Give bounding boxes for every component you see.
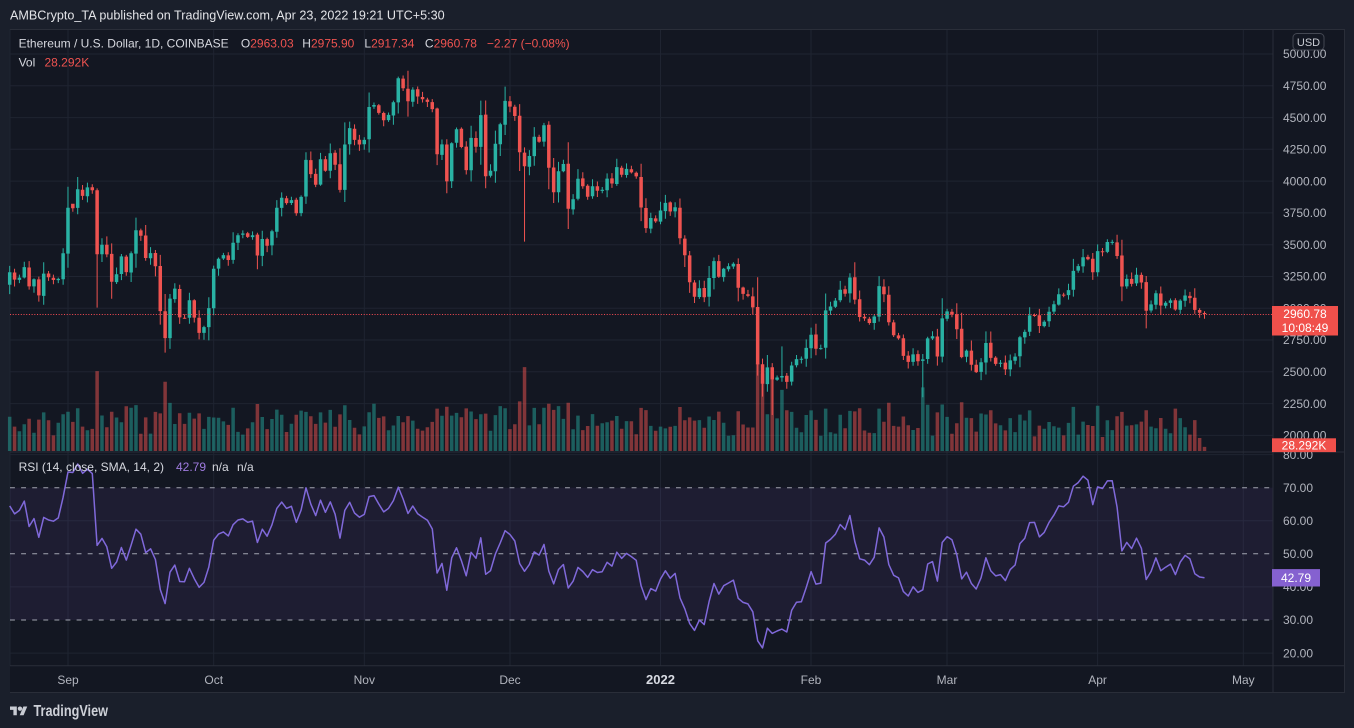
svg-text:H2975.90: H2975.90 (302, 37, 354, 51)
svg-text:C2960.78: C2960.78 (425, 37, 477, 51)
svg-text:42.79: 42.79 (1281, 571, 1311, 585)
svg-text:2250.00: 2250.00 (1283, 397, 1327, 411)
svg-text:Vol: Vol (19, 56, 36, 70)
svg-text:Feb: Feb (801, 673, 822, 687)
svg-text:28.292K: 28.292K (1282, 438, 1327, 452)
svg-text:Oct: Oct (204, 673, 223, 687)
svg-text:Mar: Mar (937, 673, 958, 687)
svg-text:10:08:49: 10:08:49 (1282, 321, 1329, 335)
svg-text:Nov: Nov (354, 673, 375, 687)
svg-text:4750.00: 4750.00 (1283, 79, 1327, 93)
svg-text:Ethereum / U.S. Dollar, 1D, CO: Ethereum / U.S. Dollar, 1D, COINBASE (19, 37, 229, 51)
svg-text:May: May (1232, 673, 1255, 687)
svg-text:Dec: Dec (499, 673, 520, 687)
svg-text:3750.00: 3750.00 (1283, 206, 1327, 220)
svg-text:n/a: n/a (237, 460, 254, 474)
svg-text:70.00: 70.00 (1283, 481, 1313, 495)
svg-text:RSI (14, close, SMA, 14, 2): RSI (14, close, SMA, 14, 2) (19, 460, 164, 474)
svg-text:n/a: n/a (212, 460, 229, 474)
svg-text:3500.00: 3500.00 (1283, 238, 1327, 252)
svg-text:4000.00: 4000.00 (1283, 174, 1327, 188)
svg-text:2750.00: 2750.00 (1283, 333, 1327, 347)
svg-text:2022: 2022 (646, 672, 675, 687)
svg-text:28.292K: 28.292K (45, 56, 90, 70)
svg-text:4500.00: 4500.00 (1283, 111, 1327, 125)
svg-text:AMBCrypto_TA published on Trad: AMBCrypto_TA published on TradingView.co… (10, 8, 445, 22)
svg-text:Sep: Sep (57, 673, 79, 687)
svg-text:4250.00: 4250.00 (1283, 143, 1327, 157)
svg-text:60.00: 60.00 (1283, 514, 1313, 528)
svg-text:Apr: Apr (1088, 673, 1107, 687)
svg-text:20.00: 20.00 (1283, 646, 1313, 660)
svg-text:−2.27 (−0.08%): −2.27 (−0.08%) (487, 37, 570, 51)
svg-text:L2917.34: L2917.34 (364, 37, 414, 51)
svg-text:5000.00: 5000.00 (1283, 47, 1327, 61)
svg-text:O2963.03: O2963.03 (241, 37, 294, 51)
svg-text:3250.00: 3250.00 (1283, 270, 1327, 284)
svg-text:2500.00: 2500.00 (1283, 365, 1327, 379)
svg-text:42.79: 42.79 (176, 460, 206, 474)
svg-text:30.00: 30.00 (1283, 613, 1313, 627)
svg-text:50.00: 50.00 (1283, 547, 1313, 561)
svg-text:2960.78: 2960.78 (1283, 307, 1327, 321)
svg-text:TradingView: TradingView (34, 703, 109, 720)
svg-text:USD: USD (1297, 37, 1320, 49)
